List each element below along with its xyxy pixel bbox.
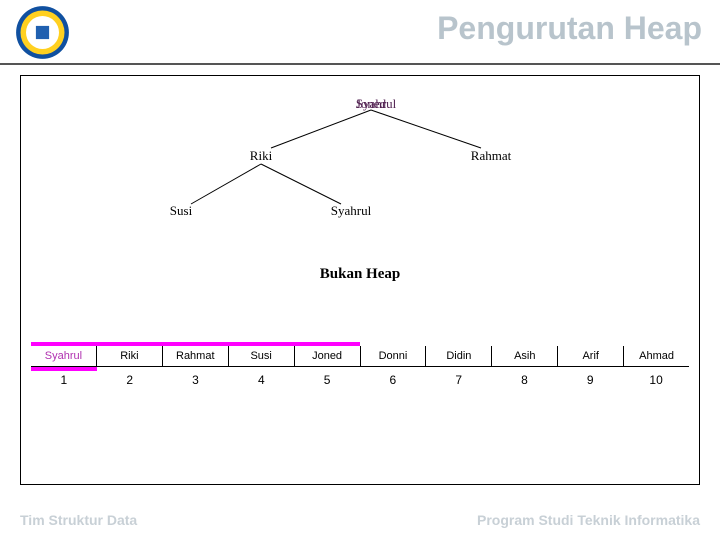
array-cell: Arif <box>558 346 624 367</box>
footer: Tim Struktur Data Program Studi Teknik I… <box>20 512 700 528</box>
tree-root: SyahrulJoned <box>356 96 386 112</box>
array-table: SyahrulRikiRahmatSusiJonedDonniDidinAsih… <box>31 346 689 391</box>
array-cell: Syahrul <box>31 346 97 367</box>
array-cell: Susi <box>229 346 295 367</box>
header: Pengurutan Heap <box>0 0 720 65</box>
content-box: SyahrulJonedRikiRahmatSusiSyahrul Bukan … <box>20 75 700 485</box>
page-title: Pengurutan Heap <box>437 10 702 47</box>
highlight-bar-top <box>31 342 360 346</box>
array-cell: Didin <box>426 346 492 367</box>
highlight-bar-bottom <box>31 367 97 371</box>
tree-node-left: Riki <box>250 148 272 164</box>
array-cell: Joned <box>295 346 361 367</box>
tree-caption: Bukan Heap <box>21 266 699 283</box>
index-cell: 6 <box>360 367 426 391</box>
index-cell: 9 <box>557 367 623 391</box>
index-cell: 7 <box>426 367 492 391</box>
index-cell: 10 <box>623 367 689 391</box>
index-cell: 5 <box>294 367 360 391</box>
tree-node-right: Rahmat <box>471 148 511 164</box>
tree-node-left-right: Syahrul <box>331 203 371 219</box>
array-cell: Donni <box>361 346 427 367</box>
array-cell: Ahmad <box>624 346 689 367</box>
footer-right: Program Studi Teknik Informatika <box>477 512 700 528</box>
index-row: 12345678910 <box>31 367 689 391</box>
index-cell: 8 <box>492 367 558 391</box>
tree-node-left-left: Susi <box>170 203 192 219</box>
array-row: SyahrulRikiRahmatSusiJonedDonniDidinAsih… <box>31 346 689 367</box>
array-cell: Asih <box>492 346 558 367</box>
array-cell: Rahmat <box>163 346 229 367</box>
index-cell: 3 <box>163 367 229 391</box>
logo <box>15 5 70 60</box>
array-cell: Riki <box>97 346 163 367</box>
index-cell: 2 <box>97 367 163 391</box>
index-cell: 4 <box>228 367 294 391</box>
tree-diagram: SyahrulJoned Riki Rahmat Susi Syahrul <box>21 76 699 256</box>
footer-left: Tim Struktur Data <box>20 512 137 528</box>
